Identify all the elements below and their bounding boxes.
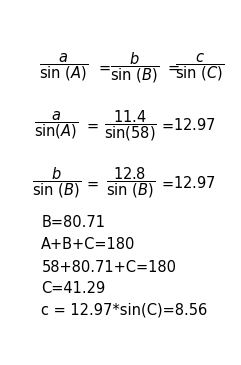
Text: $\dfrac{c}{\sin\,(C)}$: $\dfrac{c}{\sin\,(C)}$ (175, 52, 225, 84)
Text: $=$: $=$ (84, 118, 100, 133)
Text: B=80.71: B=80.71 (41, 215, 105, 230)
Text: $\dfrac{a}{\sin\,(A)}$: $\dfrac{a}{\sin\,(A)}$ (39, 52, 88, 84)
Text: $\dfrac{b}{\sin\,(B)}$: $\dfrac{b}{\sin\,(B)}$ (110, 50, 159, 85)
Text: 58+80.71+C=180: 58+80.71+C=180 (41, 260, 176, 275)
Text: $\dfrac{12.8}{\sin\,(B)}$: $\dfrac{12.8}{\sin\,(B)}$ (107, 166, 155, 200)
Text: $\dfrac{a}{\sin(A)}$: $\dfrac{a}{\sin(A)}$ (34, 110, 79, 141)
Text: $=$: $=$ (165, 60, 181, 75)
Text: $=$: $=$ (159, 176, 174, 191)
Text: $12.97$: $12.97$ (173, 175, 216, 191)
Text: $\dfrac{11.4}{\sin(58)}$: $\dfrac{11.4}{\sin(58)}$ (105, 108, 157, 143)
Text: $\dfrac{b}{\sin\,(B)}$: $\dfrac{b}{\sin\,(B)}$ (32, 166, 81, 200)
Text: A+B+C=180: A+B+C=180 (41, 237, 136, 252)
Text: C=41.29: C=41.29 (41, 281, 106, 296)
Text: c = 12.97*sin(C)=8.56: c = 12.97*sin(C)=8.56 (41, 303, 208, 318)
Text: $=$: $=$ (96, 60, 112, 75)
Text: $=$: $=$ (159, 118, 174, 133)
Text: $12.97$: $12.97$ (173, 117, 216, 133)
Text: $=$: $=$ (84, 176, 100, 191)
